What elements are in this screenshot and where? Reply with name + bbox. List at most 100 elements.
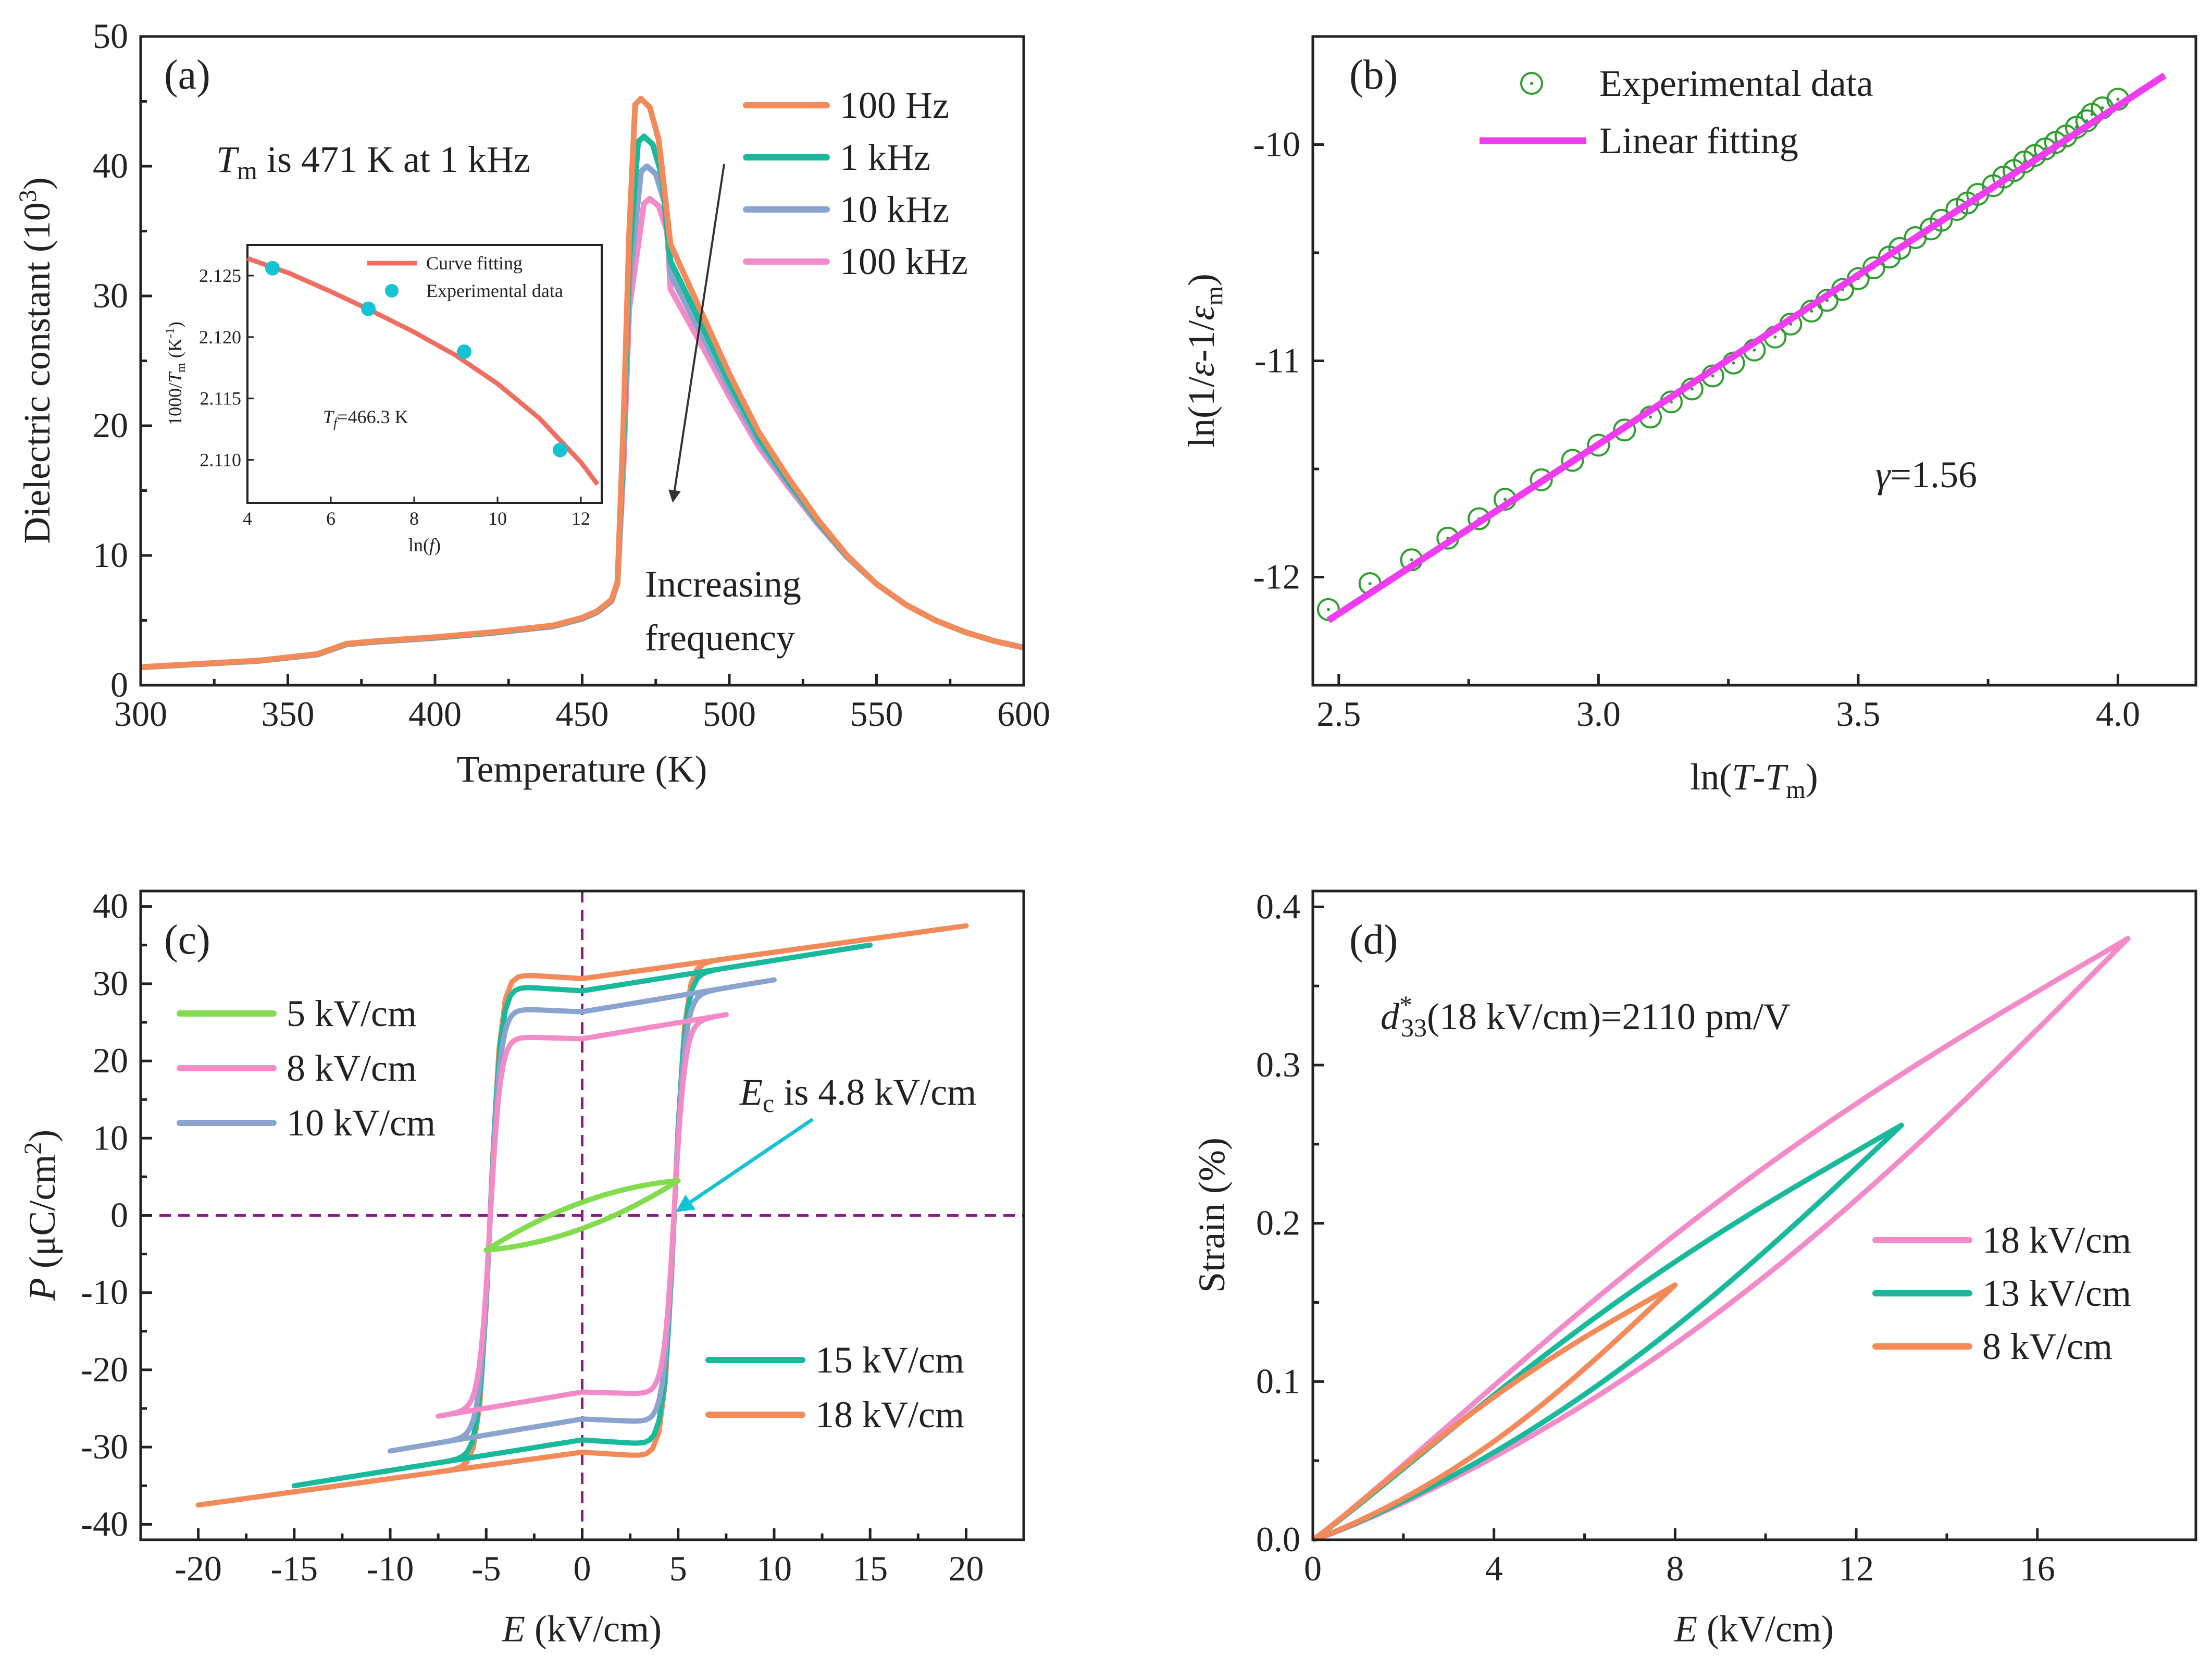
- experimental-point-center: [1326, 608, 1330, 611]
- x-tick-label: 10: [756, 1549, 792, 1588]
- panel-a-x-label: Temperature (K): [457, 748, 707, 790]
- inset-experimental-point: [361, 301, 376, 316]
- inset-legend-label: Experimental data: [426, 280, 563, 301]
- panel-d-x-label: E (kV/cm): [1674, 1608, 1834, 1650]
- x-tick-label: 0: [574, 1549, 591, 1588]
- y-tick-label: 0: [110, 1195, 128, 1235]
- y-tick-label: 0.2: [1256, 1203, 1300, 1243]
- legend-label: 1 kHz: [840, 137, 930, 178]
- x-tick-label: 3.0: [1576, 694, 1621, 734]
- inset-legend-label: Curve fitting: [426, 253, 523, 274]
- experimental-point-center: [1711, 374, 1714, 378]
- x-tick-label: 300: [114, 694, 167, 734]
- x-tick-label: -5: [471, 1549, 501, 1588]
- y-tick-label: 0.0: [1256, 1519, 1300, 1559]
- experimental-point: [1930, 208, 1953, 232]
- legend-label: 15 kV/cm: [815, 1339, 964, 1381]
- y-tick-label: 30: [93, 276, 128, 315]
- x-tick-label: 550: [850, 694, 903, 734]
- panel-d-frame: [1311, 889, 2197, 1541]
- panel-b-x-label: ln(T-Tm): [1690, 756, 1818, 803]
- panel-a-curves: [140, 96, 1025, 671]
- panel-d: 0 4 8 12 16 0.0 0.1 0.2 0.3 0.4 (d) d* 33(18 kV/c…: [1191, 886, 2197, 1650]
- x-tick-label: 500: [703, 694, 756, 734]
- x-tick-label: 16: [2020, 1549, 2055, 1588]
- panel-c-legend: 5 kV/cm 8 kV/cm 10 kV/cm 15 kV/cm 18 kV/cm: [177, 993, 964, 1436]
- experimental-point-center: [1649, 415, 1652, 419]
- inset-curves: [246, 256, 600, 486]
- panel-c-x-label: E (kV/cm): [502, 1608, 662, 1650]
- x-tick-label: 450: [556, 694, 609, 734]
- y-tick-label: 10: [93, 1118, 128, 1157]
- y-tick-label: 0.3: [1256, 1045, 1300, 1084]
- panel-b-curves: [1316, 72, 2167, 623]
- panel-d-y-ticks: 0.0 0.1 0.2 0.3 0.4: [1256, 886, 1324, 1559]
- legend-marker: [1520, 72, 1543, 95]
- y-tick-label: 0.1: [1256, 1361, 1300, 1401]
- legend-label: Experimental data: [1599, 63, 1873, 104]
- panel-c-label: (c): [164, 917, 210, 963]
- panel-b-label: (b): [1349, 52, 1398, 98]
- x-tick-label: 15: [852, 1549, 888, 1588]
- experimental-point: [1561, 449, 1584, 472]
- panel-a-y-ticks: 0 10 20 30 40 50: [93, 16, 152, 704]
- strain-loop-18-kv-cm: [1311, 936, 2131, 1542]
- x-tick-label: 10: [488, 508, 507, 529]
- x-tick-label: -20: [175, 1549, 222, 1588]
- inset-experimental-point: [457, 344, 471, 360]
- y-tick-label: -10: [1253, 125, 1300, 164]
- panel-c-frame: [139, 889, 1025, 1541]
- legend-label: 100 Hz: [840, 84, 949, 126]
- experimental-point: [1530, 468, 1553, 491]
- y-tick-label: 40: [93, 886, 128, 926]
- panel-d-legend: 18 kV/cm 13 kV/cm 8 kV/cm: [1872, 1219, 2131, 1367]
- legend-marker-center: [1530, 82, 1533, 85]
- legend-label: Linear fitting: [1599, 120, 1798, 162]
- inset-x-ticks: 4 6 8 10 12: [243, 497, 590, 529]
- pe-loop-5-kv-cm: [483, 1178, 681, 1253]
- x-tick-label: 4: [243, 508, 252, 529]
- x-tick-label: 12: [1838, 1549, 1874, 1588]
- panel-a-legend: 100 Hz 1 kHz 10 kHz 100 kHz: [743, 84, 968, 282]
- panel-a-arrow-label-1: Increasing: [645, 563, 801, 605]
- y-tick-label: 40: [93, 146, 128, 186]
- legend-label: 8 kV/cm: [287, 1047, 417, 1089]
- panel-a-frame: [139, 35, 1025, 687]
- panel-b-y-ticks: -12 -11 -10: [1253, 125, 1324, 597]
- panel-c-y-ticks: -40 -30 -20 -10 0 10 20 30 40: [81, 886, 152, 1543]
- experimental-point-center: [2101, 106, 2104, 109]
- y-tick-label: 20: [93, 405, 128, 445]
- x-tick-label: -15: [270, 1549, 318, 1588]
- panel-a: 300 350 400 450 500 550 600 0 10 20 30 40 50 (a) Tm…: [14, 16, 1050, 790]
- y-tick-label: -40: [81, 1504, 128, 1543]
- legend-label: 5 kV/cm: [287, 993, 417, 1034]
- y-tick-label: 50: [93, 16, 128, 56]
- panel-c: -20 -15 -10 -5 0 5 10 15 20 -40 -30 -20 -10 0 10 20 30 4…: [19, 886, 1025, 1650]
- panel-d-y-label: Strain (%): [1191, 1138, 1233, 1293]
- y-tick-label: 30: [93, 963, 128, 1003]
- y-tick-label: 2.125: [199, 265, 241, 286]
- panel-b-y-label: ln(1/ε-1/εm): [1180, 274, 1228, 448]
- x-tick-label: 4: [1485, 1549, 1503, 1588]
- panel-d-label: (d): [1349, 917, 1398, 963]
- experimental-point: [1888, 237, 1911, 260]
- panel-d-d33-annotation: d* 33(18 kV/cm)=2110 pm/V: [1381, 990, 1791, 1042]
- y-tick-label: -30: [81, 1427, 128, 1466]
- experimental-point-center: [1368, 582, 1372, 585]
- panel-b-gamma-annotation: γ=1.56: [1875, 454, 1977, 496]
- series-line-100-hz: [140, 96, 1025, 670]
- panel-c-curves: [141, 891, 1024, 1540]
- y-tick-label: 10: [93, 535, 128, 575]
- panel-d-x-ticks: 0 4 8 12 16: [1304, 1528, 2055, 1588]
- y-tick-label: -10: [81, 1272, 128, 1312]
- panel-c-ec-annotation: Ec is 4.8 kV/cm: [739, 1071, 976, 1118]
- inset-experimental-point: [265, 261, 280, 276]
- inset-experimental-point: [553, 442, 567, 458]
- x-tick-label: 8: [409, 508, 419, 529]
- panel-c-x-ticks: -20 -15 -10 -5 0 5 10 15 20: [175, 1528, 984, 1588]
- y-tick-label: -12: [1253, 557, 1300, 597]
- x-tick-label: 4.0: [2096, 694, 2140, 734]
- y-tick-label: 0: [110, 665, 128, 704]
- y-tick-label: 0.4: [1256, 886, 1300, 926]
